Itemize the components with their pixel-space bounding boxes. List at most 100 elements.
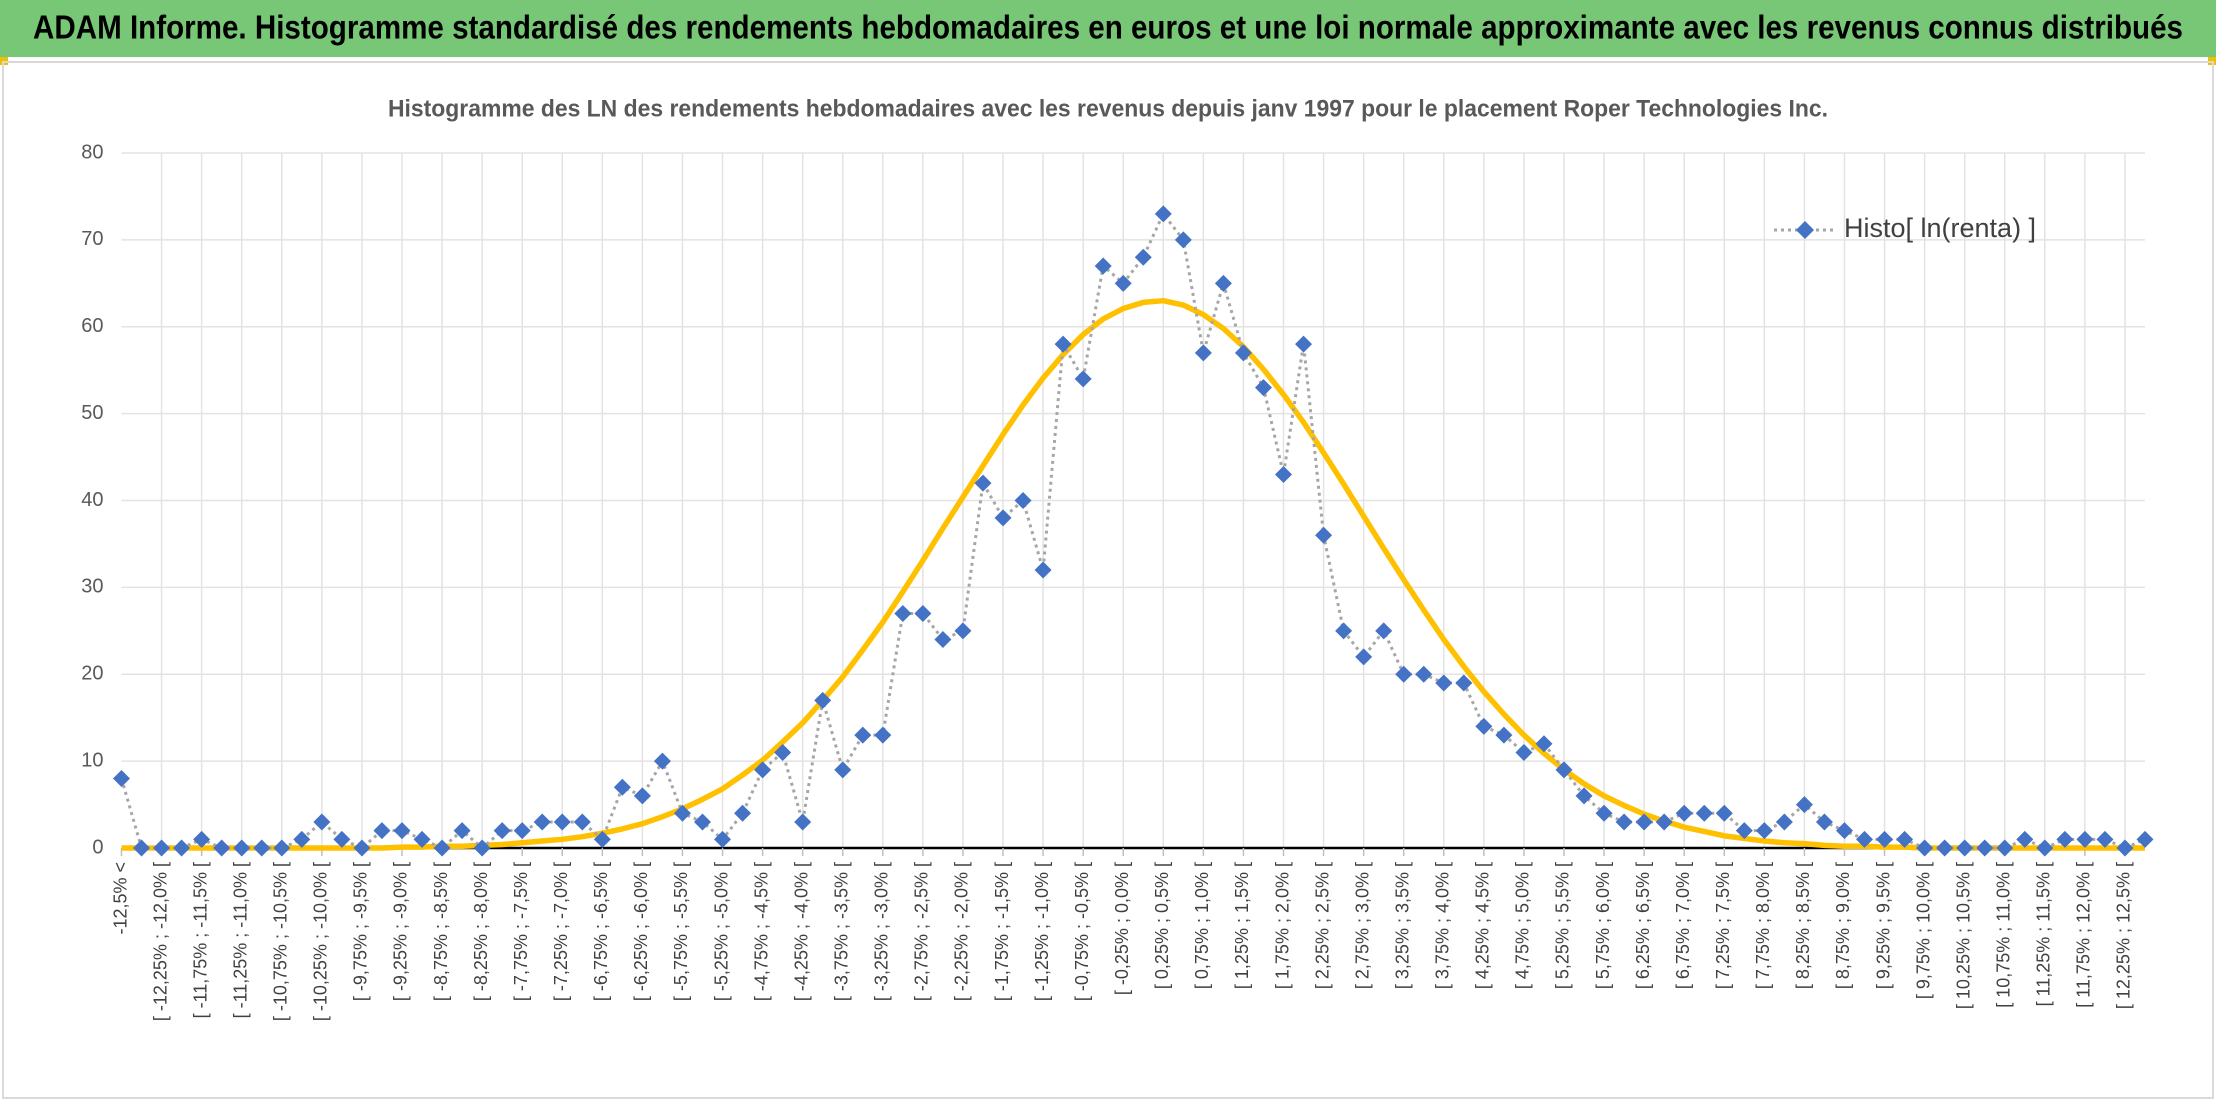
marker: [1815, 813, 1833, 831]
marker: [573, 813, 591, 831]
marker: [2116, 839, 2134, 857]
y-tick-label: 20: [81, 663, 103, 685]
x-tick-label: [ -11,25% ; -11,0% [: [230, 862, 250, 1018]
legend-marker: [1796, 221, 1814, 239]
marker: [1455, 674, 1473, 692]
marker: [1234, 344, 1252, 362]
x-tick-label: [ 1,75% ; 2,0% [: [1272, 862, 1292, 989]
marker: [1054, 335, 1072, 353]
marker: [653, 752, 671, 770]
marker: [473, 839, 491, 857]
marker: [1275, 465, 1293, 483]
marker: [1595, 804, 1613, 822]
x-tick-label: [ -0,25% ; 0,0% [: [1112, 862, 1132, 995]
marker: [1355, 648, 1373, 666]
marker: [934, 631, 952, 648]
x-tick-label: [ 10,75% ; 11,0% [: [1994, 862, 2014, 1008]
x-tick-label: [ -5,25% ; -5,0% [: [711, 862, 731, 1001]
x-tick-label: [ 8,25% ; 8,5% [: [1793, 862, 1813, 989]
x-tick-label: [ 6,25% ; 6,5% [: [1633, 862, 1653, 989]
marker: [533, 813, 551, 831]
y-tick-label: 40: [81, 489, 103, 511]
y-tick-label: 0: [92, 836, 103, 858]
marker: [974, 474, 992, 492]
marker: [1174, 231, 1192, 249]
x-tick-label: [ 5,25% ; 5,5% [: [1553, 862, 1573, 989]
x-tick-label: [ -9,75% ; -9,5% [: [351, 862, 371, 1001]
x-tick-label: [ 0,25% ; 0,5% [: [1152, 862, 1172, 989]
marker: [333, 830, 351, 848]
marker: [754, 761, 772, 779]
marker: [1014, 492, 1032, 509]
marker: [1254, 379, 1272, 397]
marker: [1936, 839, 1954, 857]
marker: [1755, 822, 1773, 840]
marker: [834, 761, 852, 779]
x-tick-label: [ -3,25% ; -3,0% [: [872, 862, 892, 1001]
marker: [1074, 370, 1092, 388]
marker: [213, 839, 231, 857]
marker: [1996, 839, 2014, 857]
marker: [1375, 622, 1393, 640]
x-tick-label: [ -0,75% ; -0,5% [: [1072, 862, 1092, 1001]
marker: [1535, 735, 1553, 753]
x-tick-label: [ 8,75% ; 9,0% [: [1833, 862, 1853, 989]
x-tick-label: [ 2,75% ; 3,0% [: [1352, 862, 1372, 989]
x-tick-label: [ -3,75% ; -3,5% [: [831, 862, 851, 1001]
x-tick-label: [ -10,75% ; -10,5% [: [271, 862, 291, 1021]
marker: [353, 839, 371, 857]
x-tick-label: [ 1,25% ; 1,5% [: [1232, 862, 1252, 989]
marker: [1475, 717, 1493, 735]
series-line: [121, 297, 2145, 851]
x-tick-label: [ 4,25% ; 4,5% [: [1473, 862, 1493, 989]
x-tick-label: [ -6,25% ; -6,0% [: [631, 862, 651, 1001]
x-tick-label: [ -2,75% ; -2,5% [: [912, 862, 932, 1001]
marker: [874, 726, 892, 744]
x-tick-label: [ 2,25% ; 2,5% [: [1312, 862, 1332, 989]
marker: [954, 622, 972, 640]
x-tick-label: [ -1,75% ; -1,5% [: [992, 862, 1012, 1001]
marker: [1615, 813, 1633, 831]
marker: [2076, 830, 2094, 848]
x-tick-label: [ 6,75% ; 7,0% [: [1673, 862, 1693, 989]
x-tick-label: [ 0,75% ; 1,0% [: [1192, 862, 1212, 989]
marker: [1956, 839, 1974, 857]
marker: [814, 691, 832, 709]
marker: [914, 604, 932, 622]
y-tick-label: 30: [81, 576, 103, 598]
x-tick-label: [ 10,25% ; 10,5% [: [1953, 862, 1973, 1009]
x-tick-label: [ -2,25% ; -2,0% [: [952, 862, 972, 1001]
marker: [613, 778, 631, 796]
marker: [2036, 839, 2054, 857]
marker: [1575, 787, 1593, 805]
marker: [113, 770, 130, 787]
marker: [2056, 830, 2074, 848]
marker: [513, 822, 531, 840]
x-tick-label: [ -8,75% ; -8,5% [: [431, 862, 451, 1001]
chart-frame: [2, 61, 2214, 1099]
marker: [894, 604, 912, 622]
marker: [694, 813, 712, 831]
x-tick-label: [ -1,25% ; -1,0% [: [1032, 862, 1052, 1001]
x-tick-label: [ 9,25% ; 9,5% [: [1873, 862, 1893, 989]
marker: [233, 839, 251, 857]
marker: [2016, 830, 2034, 848]
marker: [1315, 526, 1333, 544]
marker: [1876, 830, 1894, 848]
y-tick-label: 50: [81, 402, 103, 424]
marker: [253, 839, 271, 857]
marker: [1495, 726, 1513, 744]
chart-title: Histogramme des LN des rendements hebdom…: [388, 95, 1828, 122]
x-tick-label: [ -11,75% ; -11,5% [: [190, 862, 210, 1018]
marker: [1655, 813, 1673, 831]
marker: [1715, 804, 1733, 822]
marker: [273, 839, 291, 857]
x-tick-label: [ 5,75% ; 6,0% [: [1593, 862, 1613, 989]
y-tick-label: 80: [81, 141, 103, 163]
marker: [633, 787, 651, 805]
y-tick-label: 70: [81, 228, 103, 250]
x-tick-label: [ 7,75% ; 8,0% [: [1753, 862, 1773, 989]
x-tick-label: [ -7,75% ; -7,5% [: [511, 862, 531, 1001]
